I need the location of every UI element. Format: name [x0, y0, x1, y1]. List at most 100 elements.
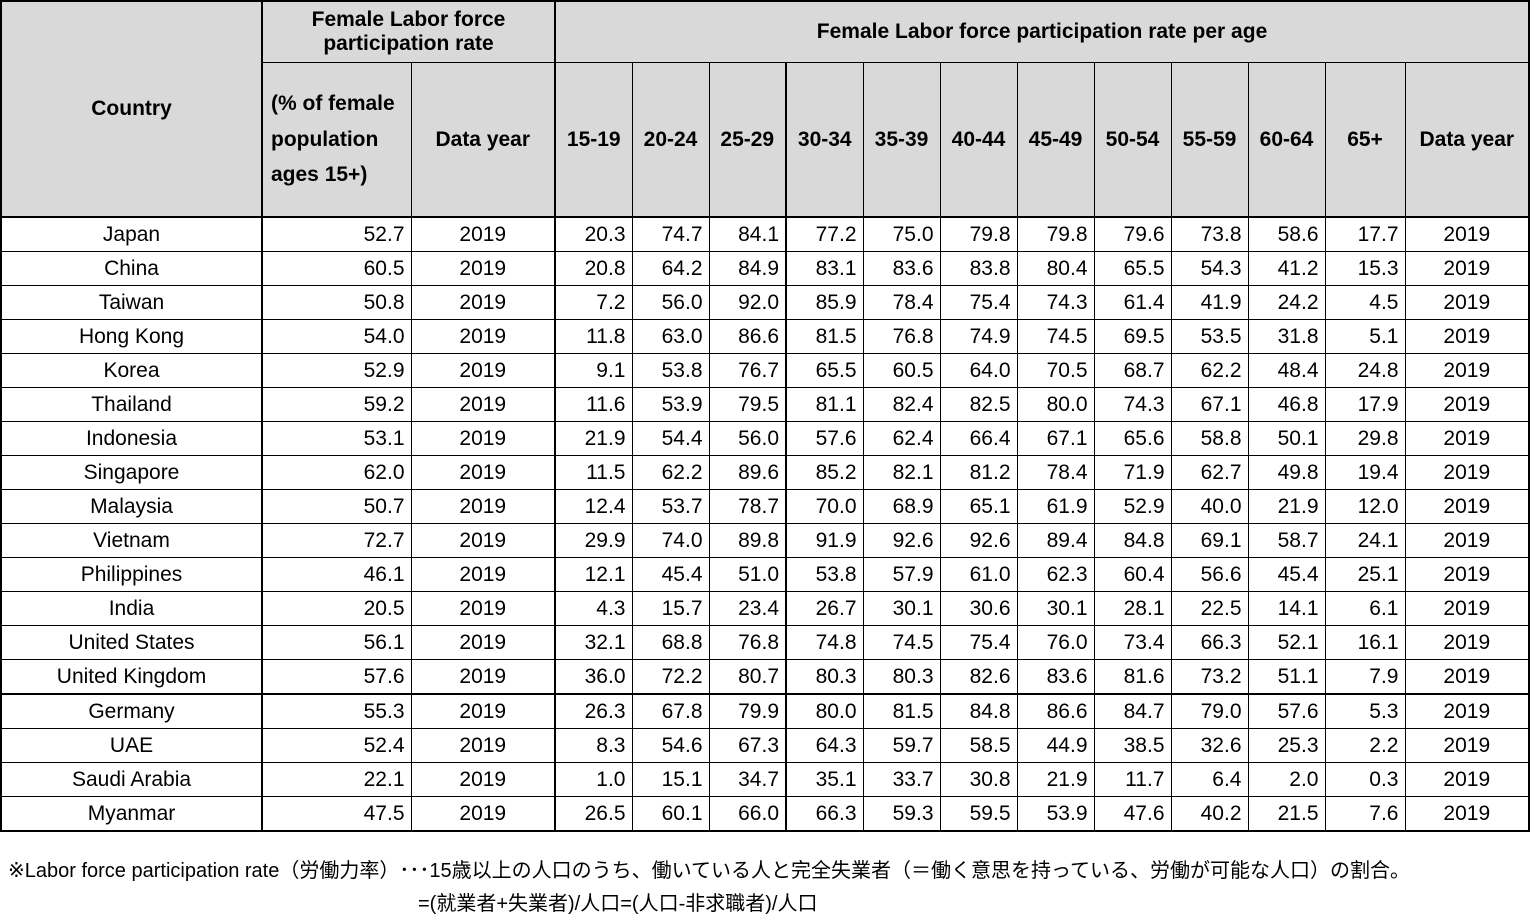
- age-rate-cell: 66.0: [708, 796, 787, 832]
- data-year-cell: 2019: [410, 489, 556, 524]
- age-data-year-cell: 2019: [1404, 421, 1530, 456]
- age-rate-cell: 2.2: [1324, 728, 1406, 763]
- age-rate-cell: 6.1: [1324, 591, 1406, 626]
- data-year-cell: 2019: [410, 625, 556, 660]
- age-rate-cell: 66.3: [1170, 625, 1249, 660]
- data-year-cell: 2019: [410, 762, 556, 797]
- data-year-cell: 2019: [410, 421, 556, 456]
- age-rate-cell: 86.6: [1016, 693, 1095, 729]
- age-rate-cell: 35.1: [785, 762, 864, 797]
- age-rate-cell: 69.1: [1170, 523, 1249, 558]
- age-rate-cell: 77.2: [785, 216, 864, 252]
- age-rate-cell: 15.1: [631, 762, 710, 797]
- age-rate-cell: 32.1: [554, 625, 633, 660]
- age-rate-cell: 25.1: [1324, 557, 1406, 592]
- per-age-data-year-column-header: Data year: [1404, 62, 1530, 218]
- age-data-year-cell: 2019: [1404, 762, 1530, 797]
- table-row: Hong Kong 54.0 2019 11.8 63.0 86.6 81.5 76.8 74.…: [0, 319, 1530, 354]
- age-rate-cell: 62.3: [1016, 557, 1095, 592]
- participation-rate-cell: 60.5: [261, 251, 412, 286]
- participation-rate-cell: 20.5: [261, 591, 412, 626]
- age-column-header: 30-34: [785, 62, 864, 218]
- age-rate-cell: 45.4: [1247, 557, 1326, 592]
- participation-rate-cell: 54.0: [261, 319, 412, 354]
- age-rate-cell: 80.3: [862, 659, 941, 695]
- age-rate-cell: 6.4: [1170, 762, 1249, 797]
- age-rate-cell: 58.5: [939, 728, 1018, 763]
- age-rate-cell: 84.9: [708, 251, 787, 286]
- age-column-header: 40-44: [939, 62, 1018, 218]
- age-rate-cell: 26.3: [554, 693, 633, 729]
- table-row: UAE 52.4 2019 8.3 54.6 67.3 64.3 59.7 58.5 44.9 38…: [0, 728, 1530, 763]
- table-row: Taiwan 50.8 2019 7.2 56.0 92.0 85.9 78.4 75.4 74.…: [0, 285, 1530, 320]
- age-column-header: 25-29: [708, 62, 787, 218]
- age-rate-cell: 30.1: [1016, 591, 1095, 626]
- age-data-year-cell: 2019: [1404, 659, 1530, 695]
- age-rate-cell: 74.5: [1016, 319, 1095, 354]
- age-rate-cell: 40.2: [1170, 796, 1249, 832]
- participation-rate-cell: 57.6: [261, 659, 412, 695]
- age-rate-cell: 60.1: [631, 796, 710, 832]
- age-rate-cell: 56.0: [708, 421, 787, 456]
- age-rate-cell: 74.3: [1016, 285, 1095, 320]
- participation-rate-cell: 22.1: [261, 762, 412, 797]
- age-rate-cell: 61.9: [1016, 489, 1095, 524]
- age-rate-cell: 75.4: [939, 285, 1018, 320]
- age-rate-cell: 92.6: [862, 523, 941, 558]
- table-header: Country Female Labor force participation…: [0, 0, 1530, 218]
- age-rate-cell: 80.0: [785, 693, 864, 729]
- data-year-cell: 2019: [410, 557, 556, 592]
- age-rate-cell: 83.8: [939, 251, 1018, 286]
- age-rate-cell: 24.8: [1324, 353, 1406, 388]
- age-rate-cell: 65.5: [1093, 251, 1172, 286]
- age-rate-cell: 78.4: [1016, 455, 1095, 490]
- country-cell: Taiwan: [0, 285, 263, 320]
- age-rate-cell: 11.7: [1093, 762, 1172, 797]
- age-rate-cell: 78.4: [862, 285, 941, 320]
- age-rate-cell: 65.5: [785, 353, 864, 388]
- age-rate-cell: 84.1: [708, 216, 787, 252]
- age-rate-cell: 81.1: [785, 387, 864, 422]
- country-cell: Malaysia: [0, 489, 263, 524]
- age-rate-cell: 50.1: [1247, 421, 1326, 456]
- data-year-cell: 2019: [410, 216, 556, 252]
- country-cell: Myanmar: [0, 796, 263, 832]
- age-rate-cell: 4.5: [1324, 285, 1406, 320]
- age-rate-cell: 23.4: [708, 591, 787, 626]
- age-column-header: 20-24: [631, 62, 710, 218]
- age-column-header: 15-19: [554, 62, 633, 218]
- data-year-cell: 2019: [410, 591, 556, 626]
- age-column-header: 55-59: [1170, 62, 1249, 218]
- age-rate-cell: 66.3: [785, 796, 864, 832]
- age-rate-cell: 67.8: [631, 693, 710, 729]
- age-rate-cell: 1.0: [554, 762, 633, 797]
- age-rate-cell: 79.0: [1170, 693, 1249, 729]
- age-rate-cell: 63.0: [631, 319, 710, 354]
- age-rate-cell: 47.6: [1093, 796, 1172, 832]
- data-year-cell: 2019: [410, 353, 556, 388]
- age-rate-cell: 30.1: [862, 591, 941, 626]
- table-row: Indonesia 53.1 2019 21.9 54.4 56.0 57.6 62.4 66.…: [0, 421, 1530, 456]
- age-column-header: 50-54: [1093, 62, 1172, 218]
- age-rate-cell: 11.6: [554, 387, 633, 422]
- age-rate-cell: 73.2: [1170, 659, 1249, 695]
- age-rate-cell: 58.8: [1170, 421, 1249, 456]
- age-data-year-cell: 2019: [1404, 557, 1530, 592]
- age-rate-cell: 60.4: [1093, 557, 1172, 592]
- age-rate-cell: 15.7: [631, 591, 710, 626]
- age-rate-cell: 45.4: [631, 557, 710, 592]
- age-rate-cell: 83.6: [862, 251, 941, 286]
- country-cell: Thailand: [0, 387, 263, 422]
- age-rate-cell: 61.0: [939, 557, 1018, 592]
- age-rate-cell: 48.4: [1247, 353, 1326, 388]
- table-row: Vietnam 72.7 2019 29.9 74.0 89.8 91.9 92.6 92.6 8…: [0, 523, 1530, 558]
- age-rate-cell: 2.0: [1247, 762, 1326, 797]
- participation-rate-cell: 72.7: [261, 523, 412, 558]
- table-row: United Kingdom 57.6 2019 36.0 72.2 80.7 80.3 80…: [0, 659, 1530, 695]
- country-cell: UAE: [0, 728, 263, 763]
- age-rate-cell: 76.8: [708, 625, 787, 660]
- age-rate-cell: 67.3: [708, 728, 787, 763]
- participation-rate-cell: 52.4: [261, 728, 412, 763]
- age-rate-cell: 81.5: [785, 319, 864, 354]
- age-rate-cell: 76.7: [708, 353, 787, 388]
